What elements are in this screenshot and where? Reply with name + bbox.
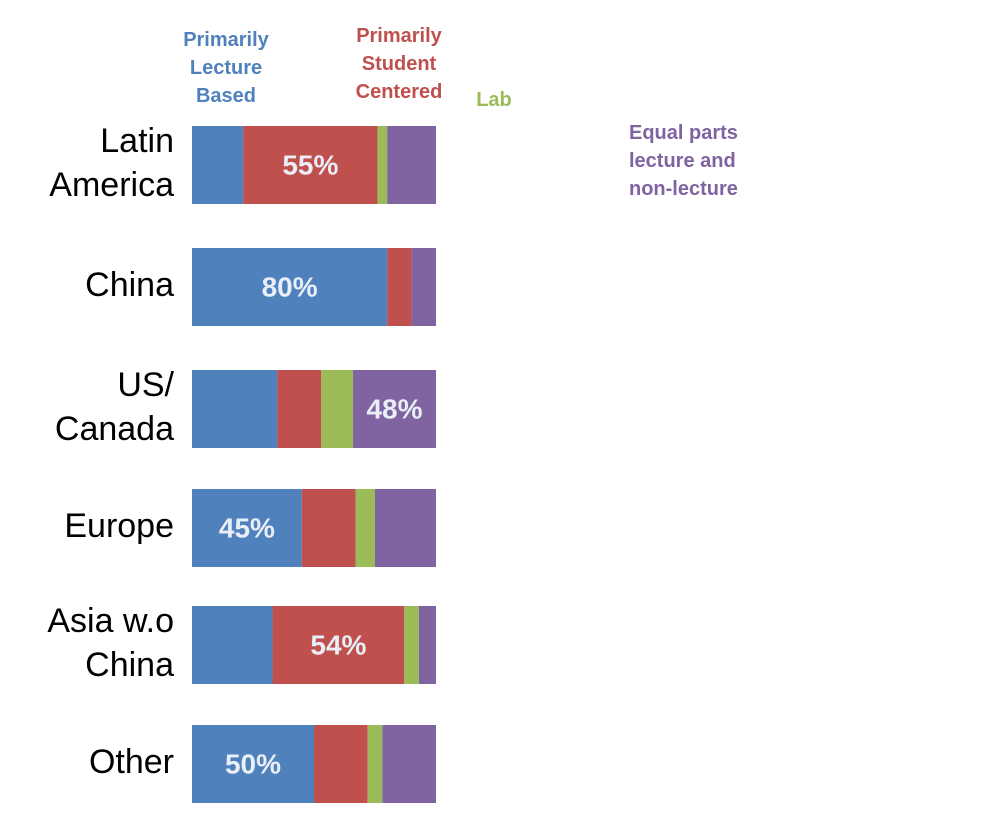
bar-segment-other-primarily-lecture-based [192,725,314,803]
bar-segment-latin-america-lab [377,126,388,204]
bar-segment-other-lab [367,725,383,803]
bar-segment-europe-primarily-lecture-based [192,489,302,567]
bar-segment-europe-primarily-student-centered [301,489,356,567]
category-label-us-canada: US/Canada [55,366,175,448]
legend-label-line: Lecture [190,57,262,79]
legend-layer: Primarily Lecture Based Primarily Student Cen… [183,25,738,200]
bars-layer [192,126,436,803]
bar-segment-other-equal-parts-lecture-and-non-lecture [382,725,436,803]
category-label-line: Europe [64,507,174,545]
labels-layer: Latin America China US/Canada Europe Asia w.o… [47,122,422,781]
legend-label-primarily-lecture-based: Primarily Lecture Based [183,29,269,107]
legend-label-equal-parts-lecture-and-non-lecture: Equal parts lecture and non-lecture [629,122,738,200]
data-label-us-canada: 48% [366,393,422,424]
bar-segment-china-primarily-lecture-based [192,248,388,326]
legend-label-line: non-lecture [629,178,738,200]
bar-segment-asia-w-o-china-primarily-lecture-based [192,606,273,684]
category-label-line: Asia w.o [47,602,174,640]
bar-segment-latin-america-equal-parts-lecture-and-non-lecture [387,126,436,204]
category-label-line: Latin [100,122,174,160]
category-label-other: Other [89,743,174,781]
bar-segment-us-canada-primarily-lecture-based [192,370,278,448]
data-label-other: 50% [225,748,281,779]
bar-segment-other-primarily-student-centered [314,725,368,803]
category-label-line: US/ [117,366,174,404]
legend-label-line: Equal parts [629,122,738,144]
legend-label-line: Primarily [356,25,442,47]
bar-segment-us-canada-lab [321,370,354,448]
category-label-line: America [49,166,174,204]
category-label-line: Other [89,743,174,781]
category-label-line: China [85,266,174,304]
bar-segment-latin-america-primarily-student-centered [243,126,378,204]
bar-segment-us-canada-primarily-student-centered [277,370,322,448]
bar-segment-europe-lab [355,489,375,567]
category-label-europe: Europe [64,507,174,545]
bar-segment-us-canada-equal-parts-lecture-and-non-lecture [353,370,436,448]
bar-segment-asia-w-o-china-equal-parts-lecture-and-non-lecture [418,606,436,684]
bar-segment-china-primarily-student-centered [387,248,412,326]
bar-segment-asia-w-o-china-lab [404,606,419,684]
legend-label-line: Student [362,53,437,75]
category-label-line: China [85,646,174,684]
data-label-asia-w-o-china: 54% [310,629,366,660]
legend-label-primarily-student-centered: Primarily Student Centered [356,25,443,103]
legend-label-line: Centered [356,81,443,103]
data-label-latin-america: 55% [282,149,338,180]
bar-segment-china-equal-parts-lecture-and-non-lecture [411,248,436,326]
legend-label-lab: Lab [476,89,512,111]
category-label-latin-america: Latin America [49,122,174,204]
bar-segment-europe-equal-parts-lecture-and-non-lecture [375,489,436,567]
legend-label-line: Primarily [183,29,269,51]
category-label-line: Canada [55,410,174,448]
bar-segment-latin-america-primarily-lecture-based [192,126,244,204]
legend-label-line: Based [196,85,256,107]
category-label-asia-w-o-china: Asia w.o China [47,602,174,684]
data-label-china: 80% [262,271,318,302]
legend-label-line: Lab [476,89,512,111]
category-label-china: China [85,266,174,304]
data-label-europe: 45% [219,512,275,543]
legend-label-line: lecture and [629,150,736,172]
bar-segment-asia-w-o-china-primarily-student-centered [272,606,405,684]
